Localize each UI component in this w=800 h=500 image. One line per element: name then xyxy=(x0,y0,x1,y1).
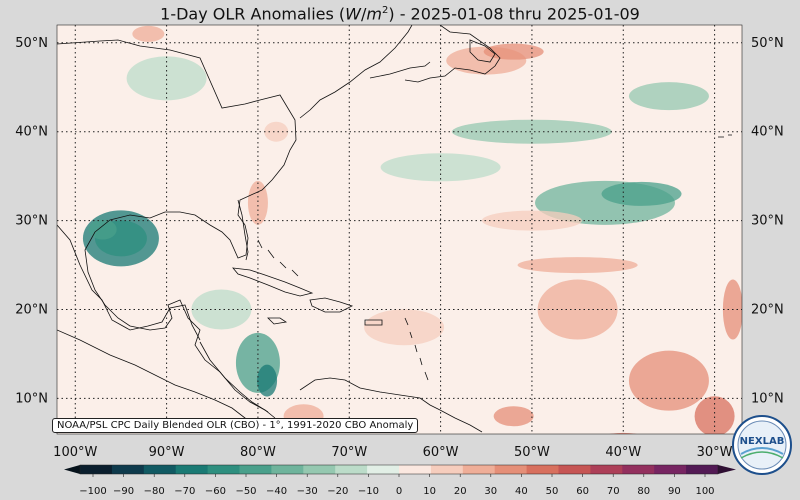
lat-label-right: 30°N xyxy=(751,214,784,229)
lat-label-right: 20°N xyxy=(751,303,784,318)
colorbar-bin xyxy=(143,465,177,474)
colorbar-bin xyxy=(654,465,687,474)
colorbar-bin xyxy=(686,465,719,474)
colorbar-bin xyxy=(399,465,432,474)
lat-label-left: 40°N xyxy=(15,125,48,140)
lat-label-right: 40°N xyxy=(751,125,784,140)
colorbar-tick-label: 90 xyxy=(668,486,681,497)
colorbar-tick-label: 30 xyxy=(484,486,497,497)
colorbar-bin xyxy=(175,465,209,474)
colorbar-tick-label: −10 xyxy=(358,486,379,497)
graticule xyxy=(57,25,742,434)
colorbar-tick-label: −50 xyxy=(235,486,256,497)
logo-text: NEXLAB xyxy=(740,436,785,447)
colorbar-bin xyxy=(111,465,145,474)
colorbar-bin xyxy=(494,465,528,474)
lon-label: 100°W xyxy=(53,445,97,460)
colorbar-tick-label: −30 xyxy=(297,486,318,497)
colorbar-min-arrow xyxy=(64,465,80,474)
colorbar-tick-label: 50 xyxy=(546,486,559,497)
colorbar-tick-label: 40 xyxy=(515,486,528,497)
colorbar-bin xyxy=(526,465,559,474)
colorbar-tick-label: 80 xyxy=(637,486,650,497)
colorbar-bin xyxy=(622,465,655,474)
lat-label-left: 20°N xyxy=(15,303,48,318)
colorbar-tick-label: −90 xyxy=(113,486,134,497)
colorbar-tick-label: 20 xyxy=(454,486,467,497)
colorbar: −100 −90 −80 −70 −60 −50 −40 −30 −20 −10 0 10 20 30 40… xyxy=(64,464,736,497)
colorbar-tick-label: −20 xyxy=(327,486,348,497)
colorbar-bin xyxy=(207,465,240,474)
lat-label-left: 50°N xyxy=(15,36,48,51)
data-attribution: NOAA/PSL CPC Daily Blended OLR (CBO) - 1… xyxy=(52,418,419,433)
colorbar-bin xyxy=(590,465,623,474)
map-title: 1-Day OLR Anomalies (W/m2) - 2025-01-08 … xyxy=(160,4,640,24)
lon-label: 40°W xyxy=(605,445,641,460)
colorbar-tick-label: 10 xyxy=(423,486,436,497)
colorbar-bin xyxy=(462,465,496,474)
colorbar-tick-label: 100 xyxy=(695,486,714,497)
lat-label-right: 10°N xyxy=(751,391,784,406)
colorbar-bin xyxy=(335,465,368,474)
colorbar-bin xyxy=(271,465,304,474)
colorbar-tick-label: −80 xyxy=(144,486,165,497)
colorbar-tick-label: 70 xyxy=(607,486,620,497)
colorbar-tick-label: 0 xyxy=(396,486,402,497)
colorbar-tick-label: −40 xyxy=(266,486,287,497)
colorbar-bin xyxy=(80,465,113,474)
lon-label: 30°W xyxy=(697,445,733,460)
colorbar-bin xyxy=(367,465,400,474)
longitude-labels: 100°W 90°W 80°W 70°W 60°W 50°W 40°W 30°W xyxy=(53,445,733,460)
colorbar-max-arrow xyxy=(718,465,736,474)
map-field xyxy=(57,25,742,434)
lat-label-left: 30°N xyxy=(15,214,48,229)
colorbar-bin xyxy=(239,465,272,474)
nexlab-logo-icon: NEXLAB xyxy=(732,415,792,475)
colorbar-tick-label: −70 xyxy=(174,486,195,497)
latitude-labels: 50°N 50°N 40°N 40°N 30°N 30°N 20°N 20°N 10°N 10°N xyxy=(15,36,784,407)
colorbar-tick-label: −100 xyxy=(79,486,106,497)
lat-label-left: 10°N xyxy=(15,391,48,406)
colorbar-bin xyxy=(303,465,336,474)
coastlines xyxy=(57,25,732,433)
colorbar-bin xyxy=(558,465,591,474)
colorbar-tick-label: −60 xyxy=(205,486,226,497)
lon-label: 90°W xyxy=(149,445,185,460)
colorbar-tick-label: 60 xyxy=(576,486,589,497)
lon-label: 60°W xyxy=(423,445,459,460)
lon-label: 70°W xyxy=(331,445,367,460)
lon-label: 50°W xyxy=(514,445,550,460)
lon-label: 80°W xyxy=(240,445,276,460)
lat-label-right: 50°N xyxy=(751,36,784,51)
colorbar-bin xyxy=(430,465,464,474)
